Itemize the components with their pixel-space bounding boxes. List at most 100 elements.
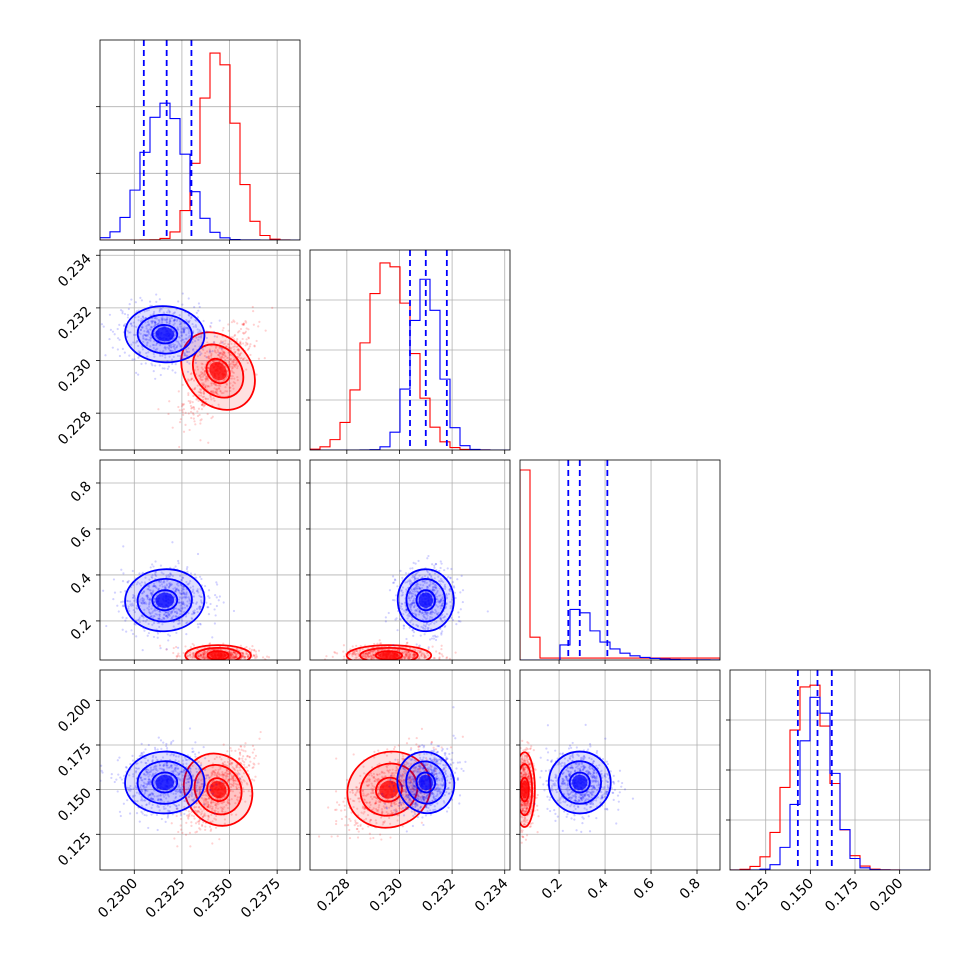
- scatter-point: [113, 591, 117, 594]
- scatter-point: [180, 579, 183, 582]
- scatter-point: [413, 590, 416, 593]
- scatter-point: [229, 657, 232, 660]
- scatter-point: [183, 595, 186, 599]
- scatter-point: [190, 612, 194, 616]
- scatter-point: [199, 335, 203, 338]
- scatter-point: [411, 601, 414, 604]
- scatter-point: [149, 615, 153, 618]
- scatter-point: [353, 653, 356, 656]
- scatter-point: [201, 652, 204, 655]
- scatter-point: [142, 601, 146, 604]
- scatter-point: [192, 394, 195, 398]
- scatter-point: [209, 602, 212, 606]
- scatter-point: [247, 336, 250, 339]
- scatter-point: [126, 581, 129, 584]
- scatter-point: [243, 763, 246, 766]
- scatter-point: [208, 642, 212, 645]
- scatter-point: [215, 662, 217, 664]
- scatter-point: [206, 384, 210, 388]
- scatter-point: [159, 739, 163, 742]
- scatter-point: [102, 325, 105, 328]
- scatter-point: [408, 578, 411, 581]
- scatter-point: [407, 657, 411, 660]
- scatter-point: [412, 653, 416, 656]
- scatter-point: [405, 654, 409, 658]
- scatter-point: [182, 328, 186, 332]
- scatter-point: [367, 663, 369, 665]
- scatter-point: [178, 596, 182, 599]
- scatter-point: [143, 310, 146, 313]
- scatter-point: [419, 583, 422, 586]
- scatter-point: [423, 655, 426, 658]
- scatter-point: [246, 342, 249, 345]
- scatter-point: [125, 599, 128, 602]
- scatter-point: [193, 388, 196, 391]
- scatter-point: [362, 652, 365, 656]
- scatter-point: [159, 610, 162, 614]
- scatter-point: [225, 382, 228, 385]
- scatter-point: [228, 386, 231, 389]
- scatter-point: [204, 380, 207, 383]
- scatter-point: [440, 644, 443, 647]
- scatter-point: [157, 736, 160, 739]
- scatter-point: [200, 407, 204, 411]
- scatter-point: [249, 663, 251, 665]
- scatter-point: [164, 348, 167, 351]
- scatter-point: [185, 337, 188, 340]
- scatter-point: [165, 611, 168, 614]
- scatter-point: [359, 661, 361, 663]
- scatter-point: [229, 652, 232, 655]
- scatter-point: [418, 650, 421, 653]
- scatter-point: [439, 566, 442, 570]
- scatter-point: [454, 651, 457, 654]
- scatter-point: [459, 620, 462, 623]
- scatter-point: [229, 654, 233, 657]
- scatter-point: [177, 589, 180, 592]
- scatter-point: [444, 624, 447, 627]
- scatter-point: [409, 606, 412, 609]
- scatter-point: [410, 596, 413, 599]
- scatter-point: [413, 577, 417, 580]
- scatter-point: [207, 606, 210, 609]
- scatter-point: [200, 577, 203, 581]
- scatter-point: [232, 650, 235, 653]
- scatter-point: [203, 373, 206, 376]
- scatter-point: [241, 652, 244, 655]
- scatter-point: [229, 340, 232, 343]
- scatter-point: [179, 325, 182, 328]
- scatter-point: [247, 662, 249, 664]
- scatter-point: [197, 822, 201, 826]
- scatter-point: [238, 751, 242, 754]
- scatter-point: [171, 349, 174, 353]
- scatter-point: [232, 345, 235, 348]
- scatter-point: [253, 649, 256, 652]
- scatter-point: [187, 393, 190, 397]
- scatter-point: [175, 607, 178, 610]
- scatter-point: [370, 656, 373, 659]
- scatter-point: [165, 583, 168, 586]
- scatter-point: [244, 330, 248, 333]
- scatter-point: [188, 428, 191, 432]
- scatter-point: [147, 323, 150, 326]
- scatter-point: [422, 614, 425, 617]
- scatter-point: [122, 604, 125, 607]
- scatter-point: [412, 599, 415, 602]
- scatter-point: [228, 652, 232, 655]
- scatter-point: [213, 378, 217, 381]
- scatter-point: [418, 650, 422, 653]
- scatter-point: [435, 604, 438, 607]
- scatter-point: [147, 329, 150, 332]
- scatter-point: [170, 345, 173, 348]
- scatter-point: [412, 653, 415, 656]
- scatter-point: [158, 610, 161, 613]
- scatter-point: [187, 399, 190, 403]
- scatter-point: [196, 410, 199, 413]
- scatter-point: [425, 652, 428, 655]
- scatter-point: [410, 604, 413, 607]
- scatter-point: [263, 658, 267, 660]
- scatter-point: [456, 578, 459, 581]
- scatter-point: [356, 661, 358, 663]
- scatter-point: [244, 344, 247, 347]
- scatter-point: [200, 595, 203, 599]
